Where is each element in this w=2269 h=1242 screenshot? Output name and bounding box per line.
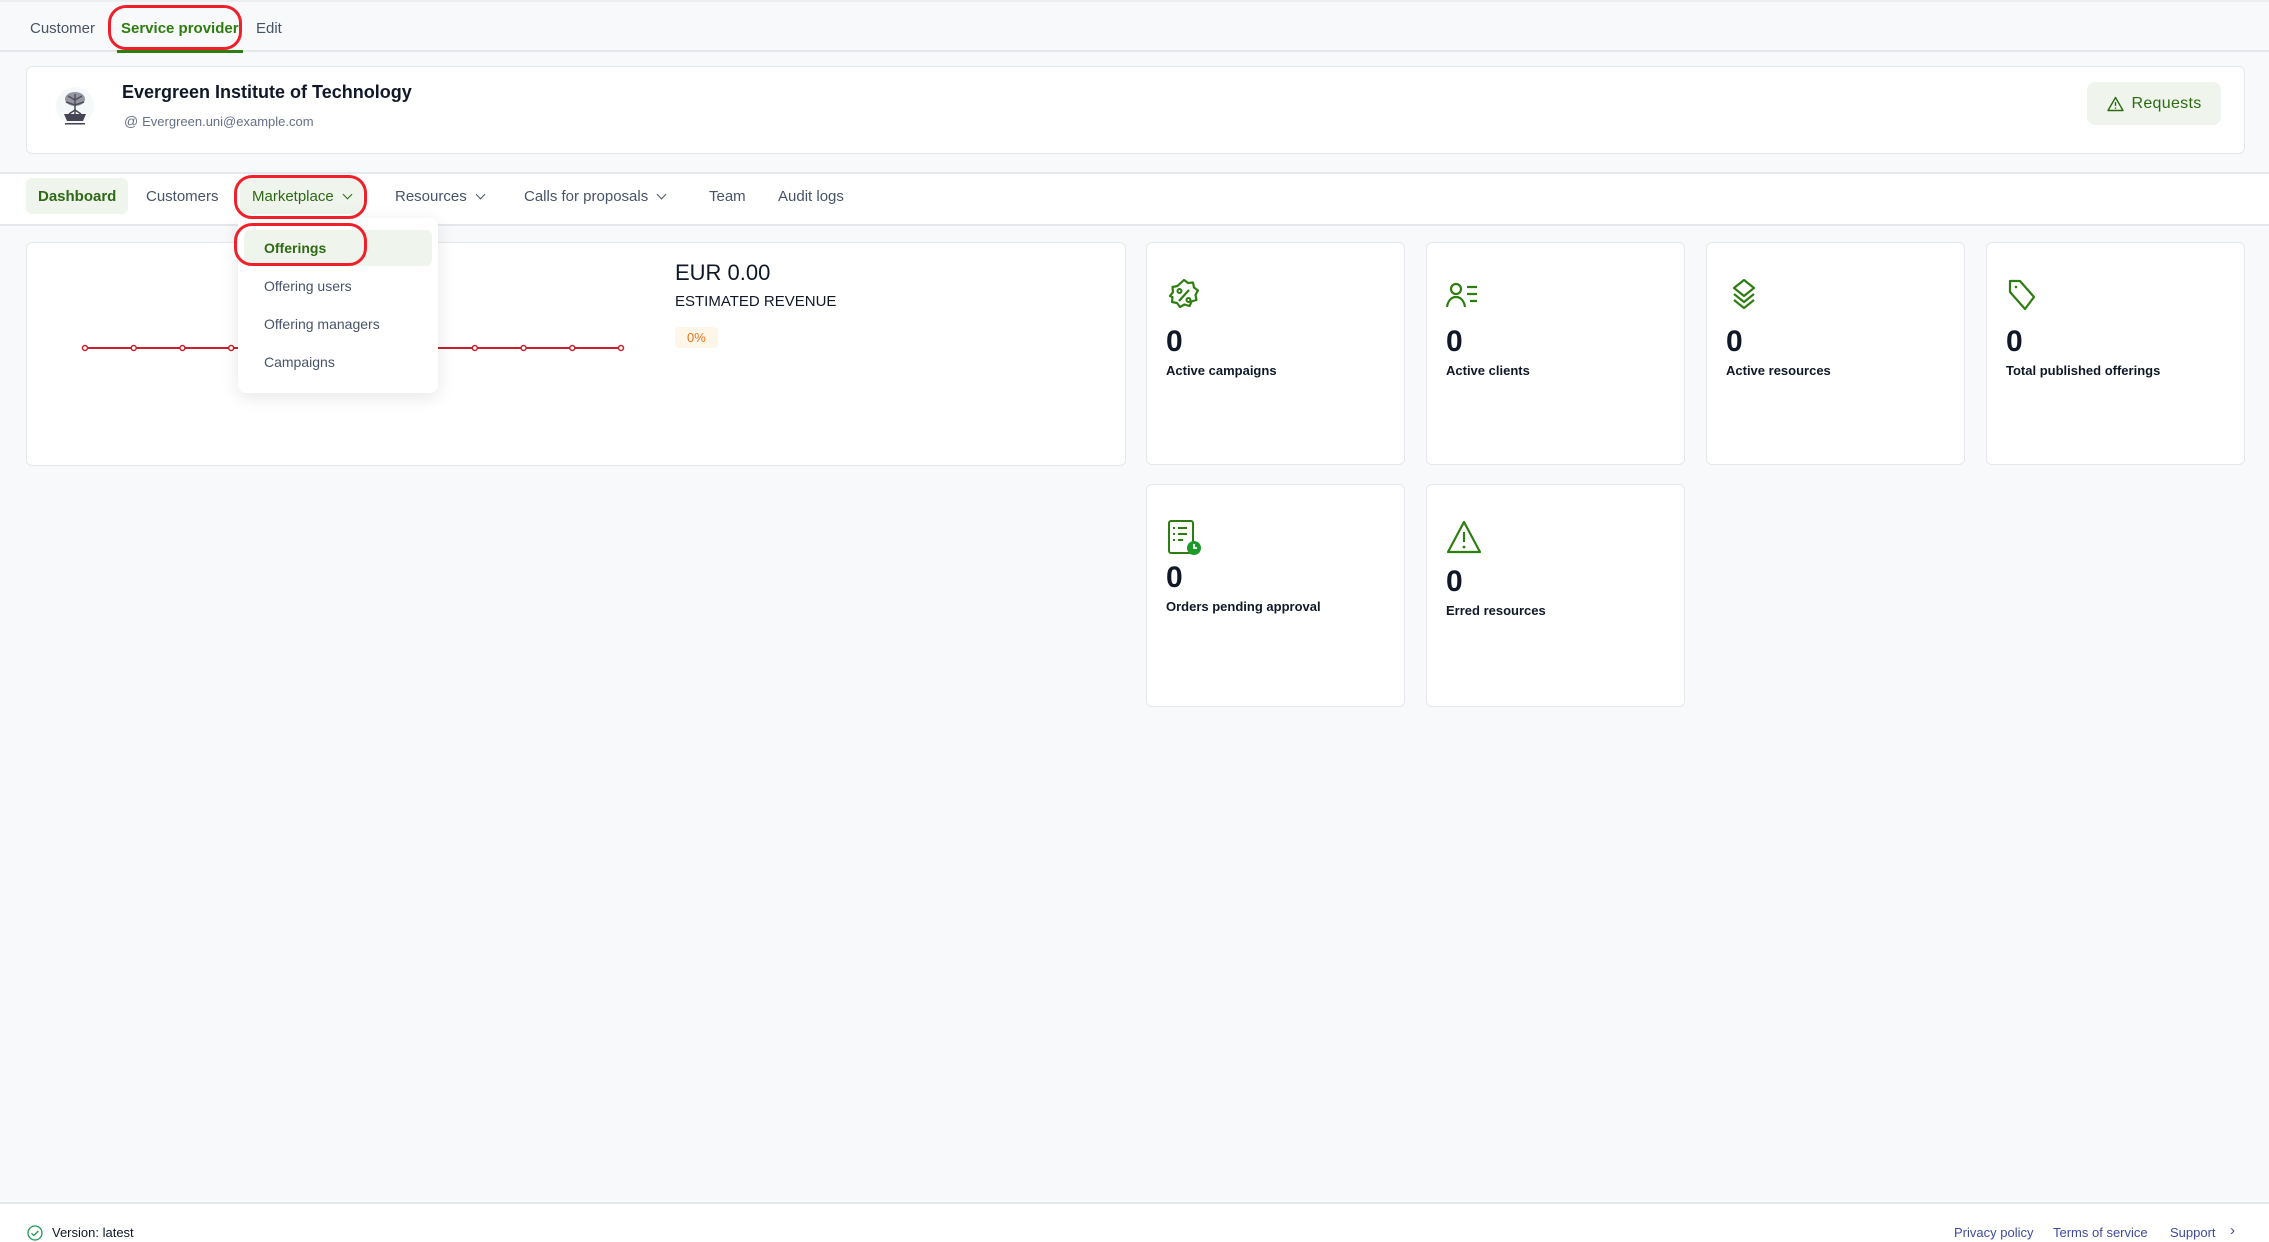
- revenue-label: ESTIMATED REVENUE: [675, 293, 837, 310]
- nav-resources[interactable]: Resources: [383, 178, 496, 214]
- stat-card-total-published-offerings[interactable]: 0 Total published offerings: [1986, 242, 2245, 465]
- nav-label: Dashboard: [38, 187, 117, 205]
- chevron-right-icon[interactable]: ›: [2230, 1222, 2235, 1239]
- chevron-down-icon: [342, 189, 353, 199]
- privacy-policy-link[interactable]: Privacy policy: [1954, 1225, 2034, 1240]
- terms-of-service-link[interactable]: Terms of service: [2053, 1225, 2148, 1240]
- tag-icon: [2008, 279, 2036, 311]
- stat-card-active-resources[interactable]: 0 Active resources: [1706, 242, 1965, 465]
- org-email-text: Evergreen.uni@example.com: [142, 114, 314, 129]
- stat-value: 0: [1726, 325, 1743, 358]
- data-point: [569, 344, 576, 352]
- support-link[interactable]: Support: [2170, 1225, 2216, 1240]
- tree-logo: [56, 87, 94, 125]
- org-name: Evergreen Institute of Technology: [122, 82, 412, 102]
- stat-label: Active campaigns: [1166, 363, 1277, 378]
- stat-label: Orders pending approval: [1166, 599, 1321, 614]
- at-icon: @: [124, 113, 143, 129]
- menu-item-offerings[interactable]: Offerings: [244, 230, 432, 266]
- nav-team[interactable]: Team: [697, 178, 758, 214]
- revenue-change-badge: 0%: [675, 327, 718, 348]
- menu-item-campaigns[interactable]: Campaigns: [264, 354, 335, 370]
- menu-item-offering-users[interactable]: Offering users: [264, 278, 352, 294]
- nav-calls-for-proposals[interactable]: Calls for proposals: [512, 178, 677, 214]
- nav-audit-logs[interactable]: Audit logs: [766, 178, 856, 214]
- nav-marketplace[interactable]: Marketplace: [240, 178, 363, 214]
- revenue-card: [26, 242, 1126, 466]
- check-circle-icon: [27, 1225, 43, 1241]
- data-point: [130, 344, 137, 352]
- pending-orders-icon: [1168, 520, 1201, 555]
- warning-icon: [1446, 520, 1482, 554]
- stat-value: 0: [2006, 325, 2023, 358]
- data-point: [471, 344, 479, 352]
- chevron-down-icon: [656, 189, 667, 199]
- nav-label: Audit logs: [778, 187, 844, 205]
- stat-label: Active clients: [1446, 363, 1530, 378]
- stat-card-active-clients[interactable]: 0 Active clients: [1426, 242, 1685, 465]
- data-point: [81, 344, 89, 352]
- data-point: [227, 344, 235, 352]
- stat-value: 0: [1446, 565, 1463, 598]
- stat-card-orders-pending-approval[interactable]: 0 Orders pending approval: [1146, 484, 1405, 707]
- tab-service-provider[interactable]: Service provider: [117, 20, 243, 53]
- data-point: [179, 344, 186, 352]
- nav-customers[interactable]: Customers: [134, 178, 231, 214]
- nav-label: Calls for proposals: [524, 187, 649, 205]
- stat-card-erred-resources[interactable]: 0 Erred resources: [1426, 484, 1685, 707]
- marketplace-dropdown: Offerings Offering users Offering manage…: [238, 218, 438, 393]
- nav-label: Customers: [146, 187, 219, 205]
- stat-label: Active resources: [1726, 363, 1831, 378]
- tab-edit[interactable]: Edit: [256, 20, 282, 37]
- stat-card-active-campaigns[interactable]: 0 Active campaigns: [1146, 242, 1405, 465]
- nav-label: Team: [709, 187, 746, 205]
- tab-customer[interactable]: Customer: [30, 20, 96, 37]
- data-point: [520, 344, 527, 352]
- discount-badge-icon: [1168, 278, 1200, 309]
- data-point: [617, 344, 625, 352]
- stat-value: 0: [1166, 561, 1183, 594]
- version-text: Version: latest: [52, 1225, 134, 1240]
- org-email: @ Evergreen.uni@example.com: [124, 113, 314, 129]
- requests-label: Requests: [2131, 94, 2202, 112]
- stat-label: Total published offerings: [2006, 363, 2161, 378]
- stat-value: 0: [1446, 325, 1463, 358]
- requests-button[interactable]: Requests: [2087, 82, 2221, 125]
- org-header: [26, 66, 2245, 154]
- user-list-icon: [1445, 282, 1477, 308]
- footer: [0, 1202, 2269, 1242]
- nav-label: Resources: [395, 187, 467, 205]
- chevron-down-icon: [475, 189, 486, 199]
- nav-label: Marketplace: [252, 187, 334, 205]
- stat-label: Erred resources: [1446, 603, 1546, 618]
- menu-item-offering-managers[interactable]: Offering managers: [264, 316, 380, 332]
- warning-icon: [2106, 96, 2124, 111]
- stat-value: 0: [1166, 325, 1183, 358]
- revenue-amount: EUR 0.00: [675, 260, 771, 285]
- layers-icon: [1732, 278, 1756, 310]
- nav-dashboard[interactable]: Dashboard: [26, 178, 129, 214]
- main-nav: [0, 172, 2269, 226]
- top-tabs: Customer Service provider Edit: [0, 0, 2269, 53]
